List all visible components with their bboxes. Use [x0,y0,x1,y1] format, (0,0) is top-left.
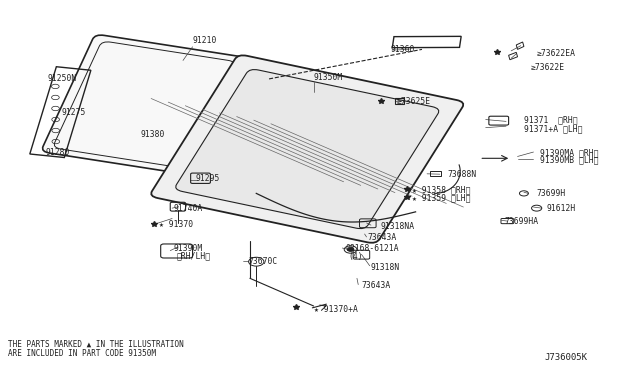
Bar [429,171,441,176]
Text: 91740A: 91740A [173,203,203,213]
Text: 91318NA: 91318NA [381,222,415,231]
Text: J736005K: J736005K [545,353,588,362]
Text: 73643A: 73643A [362,281,390,290]
Text: (4): (4) [349,251,364,261]
Text: 73688N: 73688N [447,170,477,179]
Text: 91612H: 91612H [546,203,575,213]
Text: 91250N: 91250N [48,74,77,83]
Text: 91275: 91275 [62,108,86,117]
FancyBboxPatch shape [151,55,463,243]
Text: 91280: 91280 [46,148,70,157]
Text: ★ 91370+A: ★ 91370+A [314,305,358,314]
Text: ★ 91359 〈LH〉: ★ 91359 〈LH〉 [412,193,471,202]
Circle shape [348,248,354,251]
Text: 73670C: 73670C [248,257,277,266]
Text: 91210: 91210 [193,36,217,45]
Text: ≥73622EA: ≥73622EA [537,49,575,58]
Text: 91318N: 91318N [371,263,400,272]
FancyBboxPatch shape [43,35,247,174]
Text: 91380: 91380 [140,130,164,139]
Text: THE PARTS MARKED ▲ IN THE ILLUSTRATION: THE PARTS MARKED ▲ IN THE ILLUSTRATION [8,340,184,349]
Text: ≥73622E: ≥73622E [531,63,564,72]
Text: 73699H: 73699H [537,189,566,198]
Text: 91390M: 91390M [173,244,203,253]
Text: ★ 91358 〈RH〉: ★ 91358 〈RH〉 [412,185,471,194]
Text: 91390MB 〈LH〉: 91390MB 〈LH〉 [540,155,598,165]
Text: 91371  〈RH〉: 91371 〈RH〉 [524,115,577,124]
Text: 73699HA: 73699HA [505,217,539,225]
FancyBboxPatch shape [176,70,439,229]
Text: ≥73625E: ≥73625E [396,97,431,106]
Text: 08168-6121A: 08168-6121A [346,244,399,253]
Text: 73643A: 73643A [368,233,397,242]
Text: 91295: 91295 [196,174,220,183]
Text: 91390MA 〈RH〉: 91390MA 〈RH〉 [540,148,598,157]
Bar [394,98,404,104]
Text: 91360: 91360 [390,45,415,54]
Text: 〈RH/LH〉: 〈RH/LH〉 [177,251,211,261]
Text: 91371+A 〈LH〉: 91371+A 〈LH〉 [524,124,582,133]
Text: ARE INCLUDED IN PART CODE 91350M: ARE INCLUDED IN PART CODE 91350M [8,349,156,358]
Text: ★ 91370: ★ 91370 [159,220,193,229]
Text: 91350M: 91350M [314,73,343,81]
